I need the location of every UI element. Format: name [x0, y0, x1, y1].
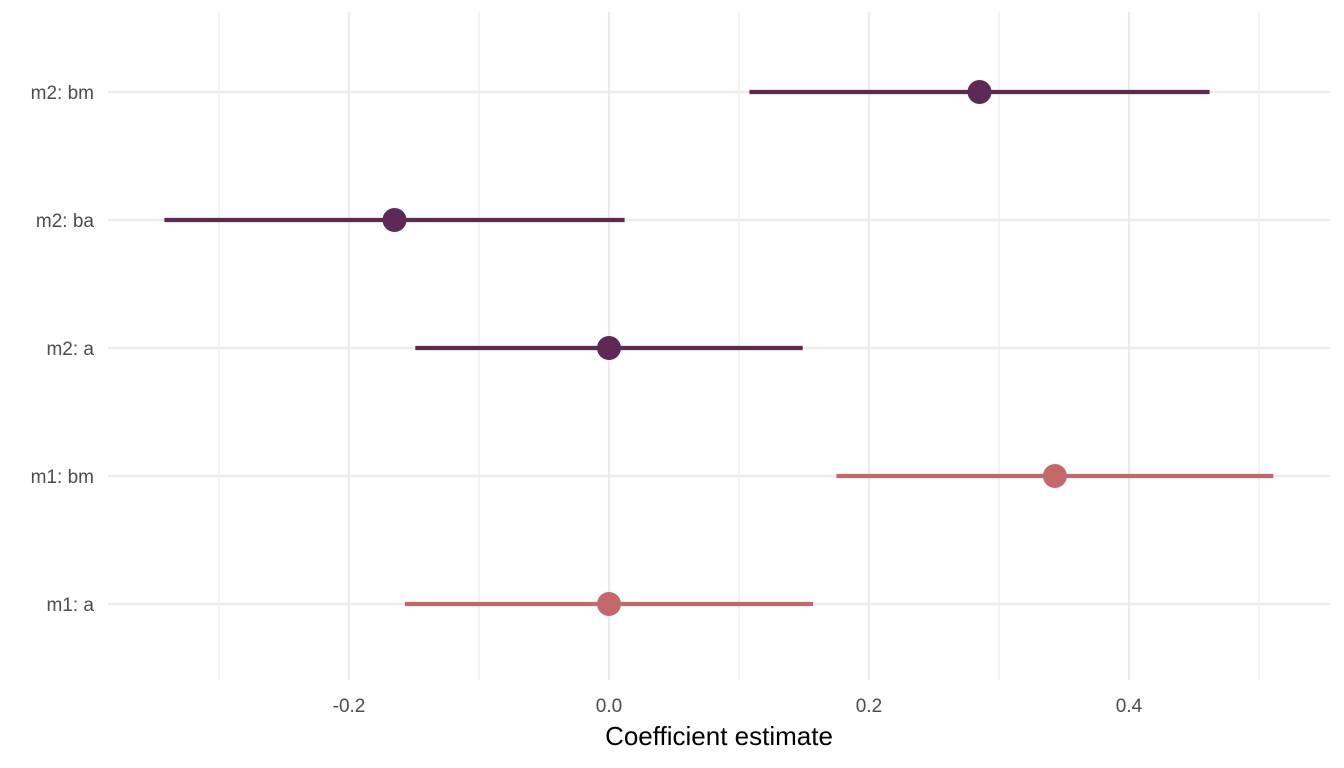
point-estimate — [1042, 464, 1067, 488]
x-axis-title: Coefficient estimate — [605, 721, 833, 751]
y-tick-label: m1: a — [46, 595, 94, 616]
x-tick-label: 0.0 — [596, 696, 622, 717]
coefficient-marks — [164, 80, 1274, 616]
point-estimate — [382, 208, 407, 232]
y-tick-label: m2: ba — [36, 211, 95, 232]
y-tick-label: m2: bm — [31, 83, 94, 104]
point-estimate — [597, 592, 621, 616]
x-tick-label: 0.2 — [856, 696, 882, 717]
point-estimate — [597, 336, 621, 360]
y-axis-tick-labels: m2: bm m2: ba m2: a m1: bm m1: a — [31, 83, 95, 616]
x-tick-label: 0.4 — [1116, 696, 1143, 717]
y-tick-label: m1: bm — [31, 467, 94, 488]
y-tick-label: m2: a — [46, 339, 94, 360]
x-axis-tick-labels: -0.2 0.0 0.2 0.4 — [333, 696, 1143, 717]
x-tick-label: -0.2 — [333, 696, 366, 717]
point-estimate — [967, 80, 992, 104]
